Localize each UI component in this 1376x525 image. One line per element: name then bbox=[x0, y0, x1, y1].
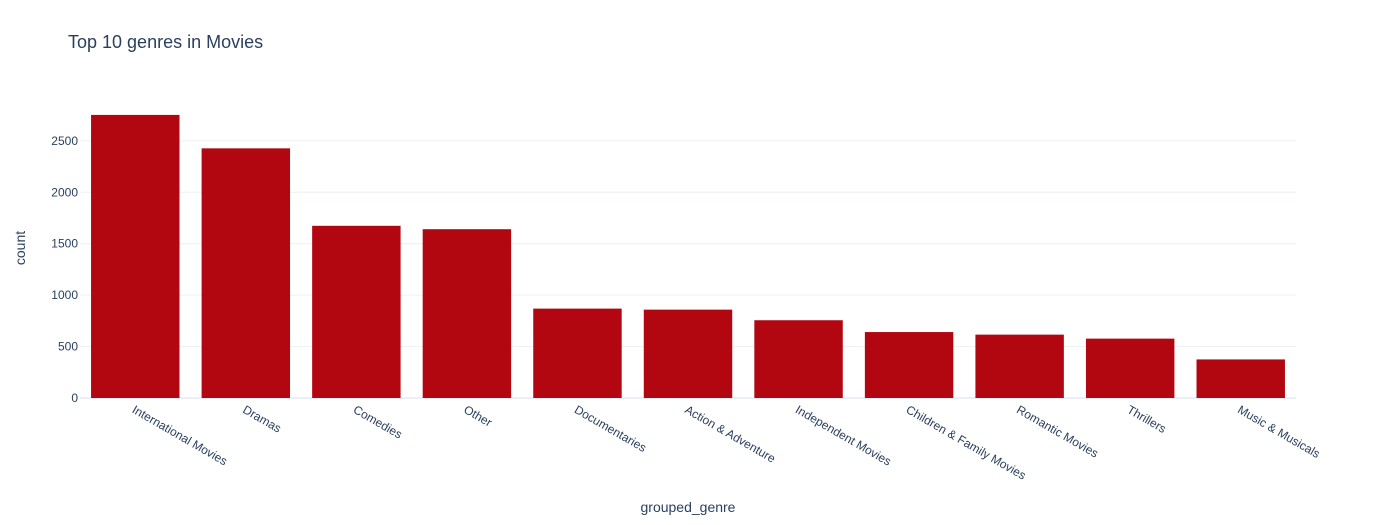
x-tick-label: Action & Adventure bbox=[683, 402, 779, 465]
bar[interactable] bbox=[422, 229, 512, 398]
bar[interactable] bbox=[975, 334, 1064, 398]
bar[interactable] bbox=[533, 308, 622, 398]
bar[interactable] bbox=[754, 320, 843, 398]
x-tick-label: Other bbox=[461, 402, 494, 429]
y-axis-ticks: 0 500 1000 1500 2000 2500 bbox=[51, 134, 78, 405]
x-tick-label: Comedies bbox=[351, 402, 405, 441]
y-axis-title: count bbox=[12, 231, 28, 265]
x-tick-label: International Movies bbox=[130, 402, 230, 468]
bars bbox=[91, 114, 1285, 398]
x-axis-title: grouped_genre bbox=[641, 499, 736, 515]
y-tick-label: 2500 bbox=[51, 134, 78, 148]
x-tick-label: Dramas bbox=[240, 402, 283, 435]
bar[interactable] bbox=[643, 309, 733, 398]
x-axis-ticks: International Movies Dramas Comedies Other D… bbox=[130, 402, 1323, 482]
y-tick-label: 1000 bbox=[51, 288, 78, 302]
bar[interactable] bbox=[864, 332, 954, 398]
y-tick-label: 1500 bbox=[51, 237, 78, 251]
bar[interactable] bbox=[1085, 338, 1175, 398]
bar[interactable] bbox=[201, 148, 291, 398]
x-tick-label: Romantic Movies bbox=[1014, 402, 1101, 460]
bar[interactable] bbox=[1196, 359, 1285, 398]
bar[interactable] bbox=[312, 225, 401, 398]
x-tick-label: Music & Musicals bbox=[1235, 402, 1322, 460]
y-tick-label: 500 bbox=[58, 340, 78, 354]
y-tick-label: 0 bbox=[71, 391, 78, 405]
y-tick-label: 2000 bbox=[51, 185, 78, 199]
x-tick-label: Documentaries bbox=[572, 402, 649, 454]
x-tick-label: Children & Family Movies bbox=[904, 402, 1029, 482]
bar[interactable] bbox=[91, 114, 180, 398]
x-tick-label: Thrillers bbox=[1125, 402, 1169, 435]
chart-title: Top 10 genres in Movies bbox=[68, 32, 264, 52]
x-tick-label: Independent Movies bbox=[793, 402, 894, 468]
